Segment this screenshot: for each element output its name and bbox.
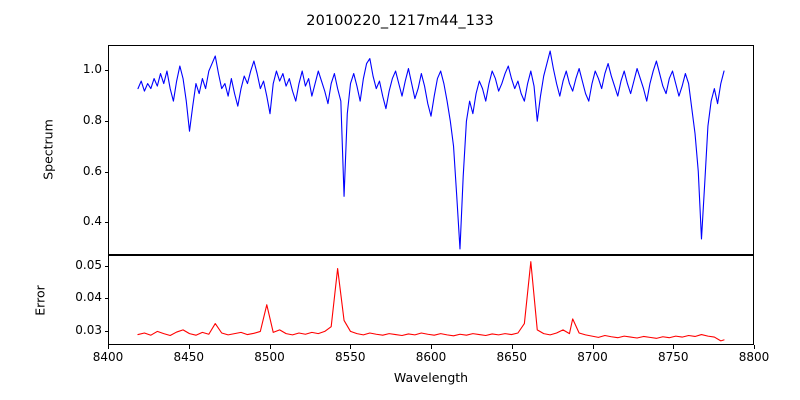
y-tick-label-error: 0.05 xyxy=(75,258,102,273)
y-tick-label-error: 0.03 xyxy=(75,322,102,337)
y-tick-mark-spectrum xyxy=(104,70,108,72)
y-tick-label-spectrum: 1.0 xyxy=(82,62,102,77)
error-data-line xyxy=(137,261,725,342)
spectrum-axis-label: Spectrum xyxy=(40,119,56,180)
y-tick-mark-error xyxy=(104,298,108,300)
x-tick-mark xyxy=(350,345,352,349)
y-tick-mark-spectrum xyxy=(104,171,108,173)
x-tick-mark xyxy=(592,345,594,349)
x-tick-label: 8800 xyxy=(738,350,770,364)
y-tick-mark-spectrum xyxy=(104,222,108,224)
y-tick-mark-error xyxy=(104,330,108,332)
x-tick-label: 8750 xyxy=(657,350,689,364)
error-panel xyxy=(108,255,754,345)
y-tick-label-spectrum: 0.8 xyxy=(82,112,102,127)
x-tick-label: 8650 xyxy=(496,350,528,364)
x-tick-mark xyxy=(188,345,190,349)
x-tick-mark xyxy=(754,345,755,349)
x-tick-label: 8450 xyxy=(173,350,205,364)
error-plot-area xyxy=(137,261,725,342)
page-title: 20100220_1217m44_133 xyxy=(306,13,494,29)
spectrum-plot-area xyxy=(137,50,725,250)
x-tick-label: 8400 xyxy=(92,350,124,364)
y-tick-label-spectrum: 0.6 xyxy=(82,163,102,178)
x-tick-mark xyxy=(511,345,513,349)
x-tick-label: 8550 xyxy=(334,350,366,364)
x-tick-mark xyxy=(269,345,271,349)
x-tick-label: 8700 xyxy=(577,350,608,364)
x-axis-label: Wavelength xyxy=(393,370,469,385)
y-tick-mark-spectrum xyxy=(104,120,108,122)
spectrum-data-line xyxy=(137,50,725,250)
x-tick-mark xyxy=(108,345,109,349)
y-tick-mark-error xyxy=(104,266,108,268)
x-tick-mark xyxy=(673,345,675,349)
x-tick-mark xyxy=(431,345,432,349)
y-tick-label-error: 0.04 xyxy=(75,290,102,305)
y-tick-label-spectrum: 0.4 xyxy=(82,214,102,229)
x-tick-label: 8600 xyxy=(415,350,447,364)
spectrum-panel xyxy=(108,45,754,255)
x-tick-label: 8500 xyxy=(254,350,285,364)
